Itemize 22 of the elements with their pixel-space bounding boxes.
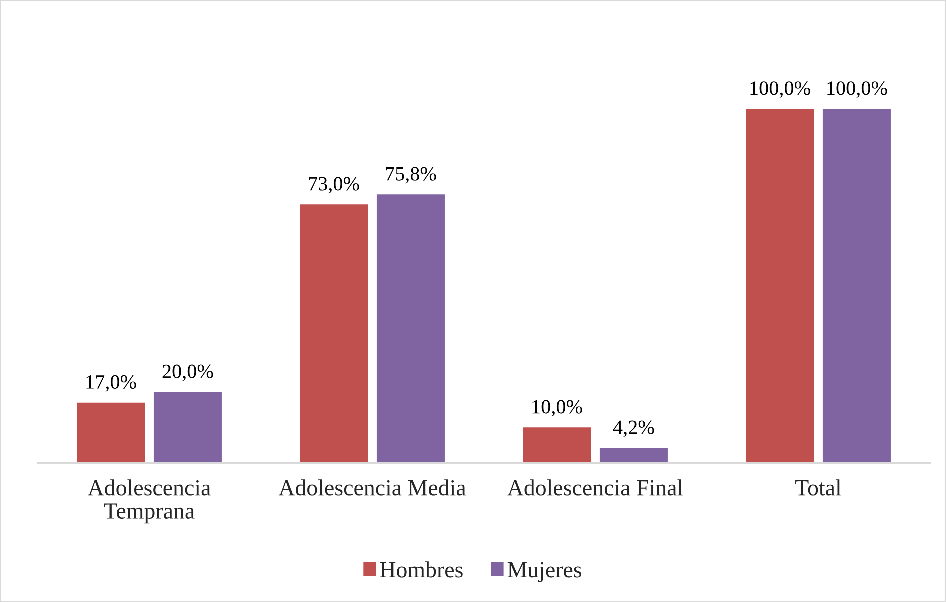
data-label: 75,8% (386, 167, 436, 184)
bar (154, 392, 222, 463)
bar (746, 109, 814, 463)
data-label: 17,0% (86, 375, 136, 392)
data-label: 20,0% (162, 364, 214, 382)
bar (822, 109, 891, 463)
bar (376, 194, 445, 463)
data-label: 4,2% (613, 420, 654, 438)
legend-label: Hombres (380, 562, 463, 578)
data-label: 100,0% (750, 82, 810, 98)
x-tick-label: Adolescencia Media (278, 480, 466, 496)
x-tick-label: Adolescencia Temprana (88, 480, 211, 524)
data-label: 100,0% (828, 82, 888, 98)
data-label: 73,0% (309, 177, 360, 194)
x-tick-label: Total (796, 480, 842, 496)
bar (600, 448, 668, 463)
x-tick-label: Adolescencia Final (508, 480, 684, 496)
bar (77, 402, 146, 463)
bar (523, 428, 592, 463)
data-label: 10,0% (532, 400, 582, 417)
bar (300, 204, 368, 463)
legend-label: Mujeres (508, 562, 582, 582)
